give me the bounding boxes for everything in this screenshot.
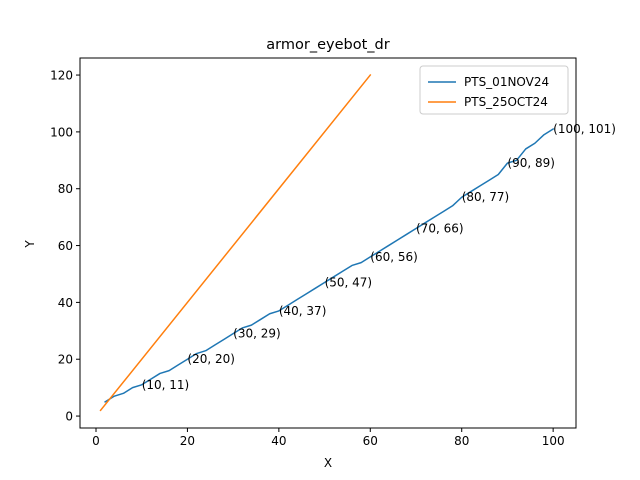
data-label: (80, 77): [462, 190, 510, 204]
x-tick-label: 20: [180, 434, 195, 448]
data-label: (10, 11): [142, 378, 190, 392]
data-label: (60, 56): [370, 250, 418, 264]
x-axis-label: X: [324, 456, 332, 470]
legend-label: PTS_25OCT24: [464, 95, 548, 109]
plot-area: [99, 73, 555, 412]
x-tick-label: 100: [542, 434, 565, 448]
y-tick-label: 20: [58, 353, 73, 367]
legend-box: [419, 65, 569, 115]
data-label: (100, 101): [553, 122, 616, 136]
y-axis-label: Y: [23, 240, 37, 249]
data-label: (20, 20): [187, 352, 235, 366]
series-line-pts-25oct24: [99, 73, 372, 412]
axis-ticks: 0 20 40 60 80 100 0 20 40 60 80 100 120: [50, 69, 565, 448]
y-tick-label: 80: [58, 182, 73, 196]
data-label: (30, 29): [233, 327, 281, 341]
chart-title: armor_eyebot_dr: [266, 37, 389, 53]
y-tick-label: 120: [50, 69, 73, 83]
axes-frame: [79, 57, 577, 429]
x-tick-label: 40: [271, 434, 286, 448]
x-tick-label: 60: [363, 434, 378, 448]
legend-label: PTS_01NOV24: [464, 75, 549, 89]
y-tick-label: 0: [65, 410, 73, 424]
data-label: (90, 89): [507, 156, 555, 170]
y-tick-label: 60: [58, 239, 73, 253]
y-tick-label: 100: [50, 125, 73, 139]
x-tick-label: 80: [454, 434, 469, 448]
data-label: (70, 66): [416, 222, 464, 236]
series-line-pts-01nov24: [104, 128, 555, 403]
y-tick-label: 40: [58, 296, 73, 310]
data-annotations: (10, 11) (20, 20) (30, 29) (40, 37) (50, 47)…: [142, 122, 616, 392]
x-tick-label: 0: [92, 434, 100, 448]
data-label: (40, 37): [279, 304, 327, 318]
data-label: (50, 47): [325, 276, 373, 290]
legend: PTS_01NOV24 PTS_25OCT24: [419, 65, 569, 115]
